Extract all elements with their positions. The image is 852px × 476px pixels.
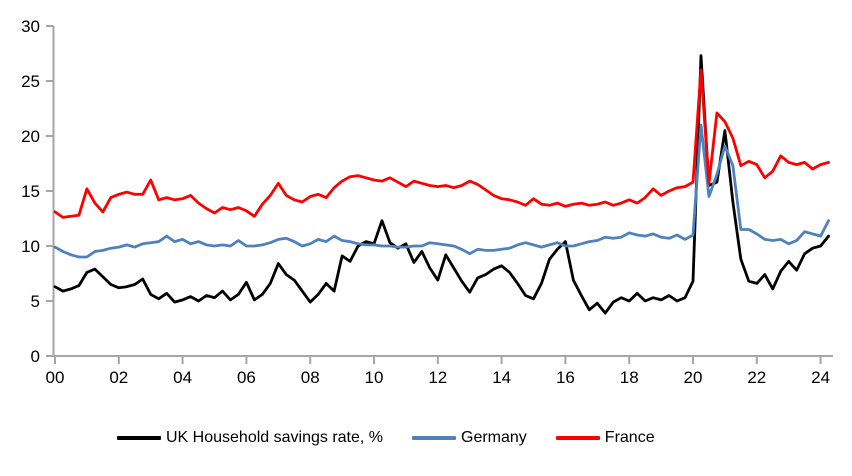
legend-item-uk: UK Household savings rate, % <box>117 426 383 450</box>
legend-item-france: France <box>555 426 655 450</box>
x-tick-label: 02 <box>109 368 128 387</box>
x-tick-label: 12 <box>428 368 447 387</box>
y-tick-label: 15 <box>21 182 40 201</box>
x-tick-label: 16 <box>556 368 575 387</box>
x-tick-label: 00 <box>46 368 65 387</box>
x-tick-label: 10 <box>365 368 384 387</box>
legend-label-germany: Germany <box>461 429 527 446</box>
x-tick-label: 14 <box>492 368 511 387</box>
chart-legend: UK Household savings rate, % Germany Fra… <box>117 426 655 450</box>
x-tick-label: 08 <box>301 368 320 387</box>
y-tick-label: 30 <box>21 17 40 36</box>
x-tick-label: 20 <box>684 368 703 387</box>
legend-label-france: France <box>604 429 655 446</box>
y-tick-label: 25 <box>21 72 40 91</box>
france-line <box>53 68 830 219</box>
y-tick-label: 5 <box>31 292 40 311</box>
x-tick-label: 24 <box>811 368 830 387</box>
x-tick-label: 18 <box>620 368 639 387</box>
x-tick-label: 22 <box>747 368 766 387</box>
germany-line-swatch <box>412 436 456 440</box>
germany-line <box>53 123 830 259</box>
legend-item-germany: Germany <box>412 426 527 450</box>
y-tick-label: 20 <box>21 127 40 146</box>
legend-label-uk: UK Household savings rate, % <box>166 429 383 446</box>
france-line-swatch <box>555 436 600 440</box>
x-tick-label: 04 <box>173 368 192 387</box>
x-tick-label: 06 <box>237 368 256 387</box>
y-tick-label: 10 <box>21 237 40 256</box>
y-tick-label: 0 <box>31 347 40 366</box>
uk-line-swatch <box>117 436 161 440</box>
